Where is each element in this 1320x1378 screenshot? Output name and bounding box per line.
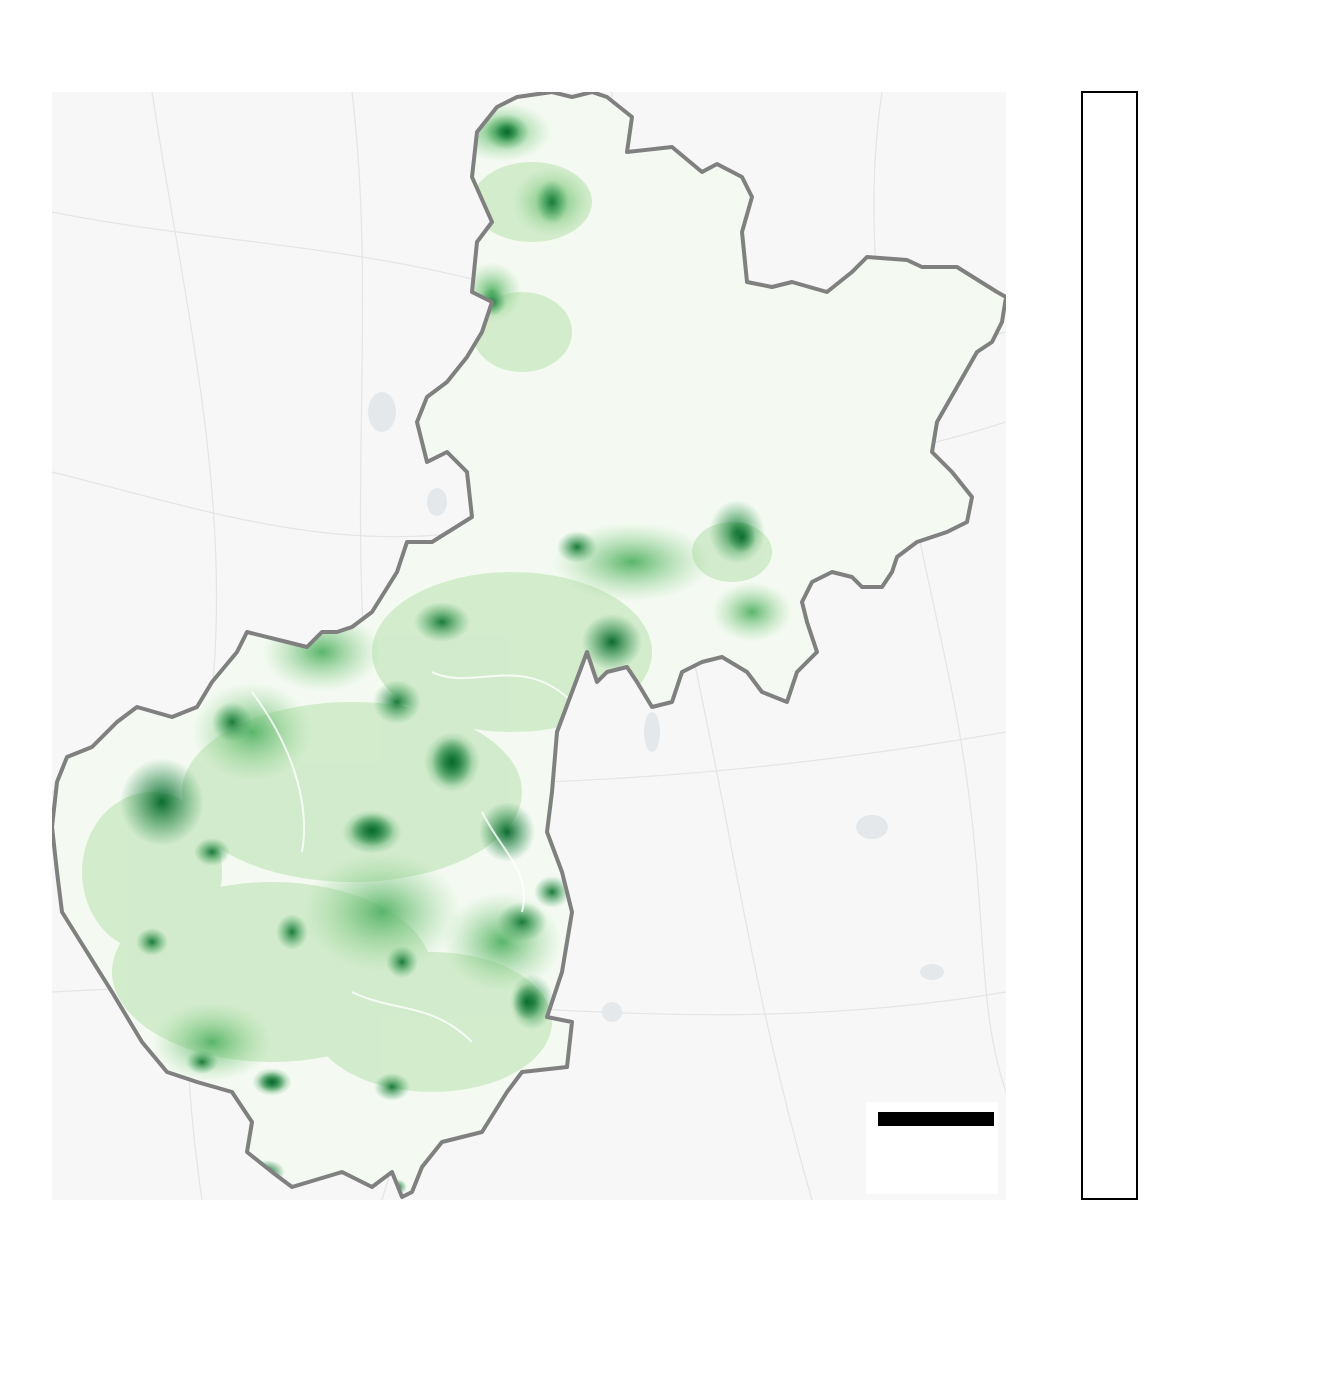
basemap-water: [368, 392, 944, 1022]
colorbar: [1081, 91, 1138, 1200]
scale-bar-line: [878, 1112, 994, 1126]
basemap-svg: [52, 92, 1006, 1200]
map-panel: [52, 92, 1006, 1200]
scale-bar: [866, 1102, 998, 1194]
